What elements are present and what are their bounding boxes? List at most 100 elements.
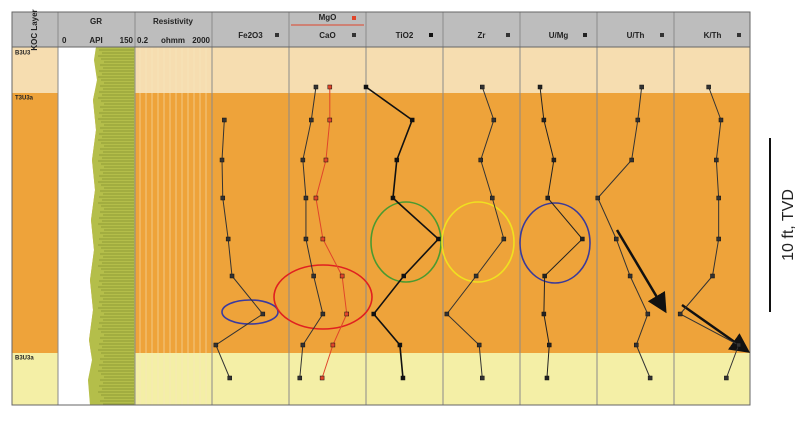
curve-point	[394, 157, 400, 163]
curve-point	[478, 157, 483, 163]
curve-point	[303, 195, 309, 201]
resistivity-lines	[139, 47, 207, 405]
curve-point	[635, 117, 641, 123]
curve-point	[444, 311, 450, 317]
arrow	[681, 303, 751, 353]
curve-point	[229, 273, 235, 279]
layer-label: T3U3a	[15, 96, 34, 102]
curve-point	[339, 273, 345, 279]
legend-swatch	[737, 33, 741, 37]
res-scale-unit: ohmm	[161, 36, 185, 45]
track-dividers	[57, 12, 675, 405]
curve-point	[627, 273, 633, 279]
gr-background	[58, 47, 97, 405]
curve-point	[219, 157, 225, 163]
track-title: TiO2	[396, 31, 414, 40]
ellipse	[441, 201, 515, 283]
legend-swatch	[429, 33, 433, 37]
curve-point	[490, 195, 495, 201]
legend-swatch	[352, 16, 356, 20]
curve-point	[327, 117, 333, 123]
res-scale-max: 2000	[192, 36, 210, 45]
curve-point	[476, 342, 482, 348]
curve-point	[647, 375, 653, 381]
curve-point	[580, 236, 585, 242]
curve-point	[544, 375, 550, 381]
curve-point	[724, 375, 729, 381]
gr-stripes	[98, 49, 134, 405]
gr-scale-min: 0	[62, 36, 67, 45]
gr-scale-max: 150	[120, 36, 134, 45]
track-title: K/Th	[704, 31, 722, 40]
curve-point	[436, 236, 441, 242]
curve-point	[595, 195, 601, 201]
ellipse	[221, 299, 279, 325]
curve-point	[537, 84, 543, 90]
ellipse	[273, 264, 373, 330]
curve-point	[371, 311, 376, 317]
curve-point	[297, 375, 303, 381]
curve-point	[400, 375, 406, 381]
curve-point	[677, 311, 683, 317]
curve-point	[716, 236, 721, 242]
curve-point	[303, 236, 309, 242]
curve-point	[491, 117, 497, 123]
depth-scale-label: 10 ft, TVD	[780, 189, 797, 261]
curve-point	[409, 117, 415, 123]
curve-point	[634, 342, 639, 348]
curve-point	[639, 84, 644, 90]
track-title: MgO	[319, 13, 337, 22]
layer-label: B3U3	[15, 51, 31, 57]
curve-point	[313, 195, 319, 201]
curve-point	[327, 84, 333, 90]
layer-label: B3U3a	[15, 356, 34, 362]
curve-point	[260, 311, 266, 317]
curve-point	[541, 117, 547, 123]
curve-point	[541, 311, 547, 317]
curve-point	[480, 84, 485, 90]
curve-point	[227, 375, 232, 381]
curve-point	[736, 342, 741, 348]
track-title: U/Th	[627, 31, 645, 40]
curve-point	[645, 311, 651, 317]
curve-point	[220, 195, 226, 201]
legend-swatch	[660, 33, 664, 37]
curve-point	[545, 195, 550, 201]
curve-point	[363, 84, 369, 90]
curve-point	[706, 84, 711, 90]
track-title: CaO	[319, 31, 335, 40]
layer-header: KOC Layer	[30, 9, 39, 50]
curve-point	[319, 375, 325, 381]
curve-point	[300, 157, 306, 163]
arrow	[615, 229, 667, 314]
curve-point	[501, 236, 507, 242]
curve-point	[213, 342, 219, 348]
res-title: Resistivity	[153, 17, 194, 26]
curve-point	[344, 311, 349, 317]
curve-point	[480, 375, 485, 381]
curve-point	[390, 195, 396, 201]
curve-point	[323, 157, 329, 163]
ellipse	[370, 201, 442, 283]
legend-swatch	[506, 33, 510, 37]
curve-point	[542, 273, 547, 279]
curve-point	[320, 311, 326, 317]
track-title: Zr	[478, 31, 486, 40]
gr-scale-unit: API	[89, 36, 102, 45]
res-scale-min: 0.2	[137, 36, 149, 45]
track-title: U/Mg	[549, 31, 569, 40]
ellipse	[519, 202, 591, 284]
legend-swatch	[583, 33, 587, 37]
curve	[215, 119, 264, 379]
curve-point	[473, 273, 479, 279]
curve-point	[397, 342, 403, 348]
curve-point	[401, 273, 406, 279]
curve-point	[718, 117, 724, 123]
curve-point	[300, 342, 306, 348]
curve-point	[225, 236, 231, 242]
curve-point	[629, 157, 634, 163]
curve-point	[710, 273, 715, 279]
curve-point	[320, 236, 326, 242]
gr-fill	[88, 47, 135, 405]
track-title: Fe2O3	[238, 31, 263, 40]
